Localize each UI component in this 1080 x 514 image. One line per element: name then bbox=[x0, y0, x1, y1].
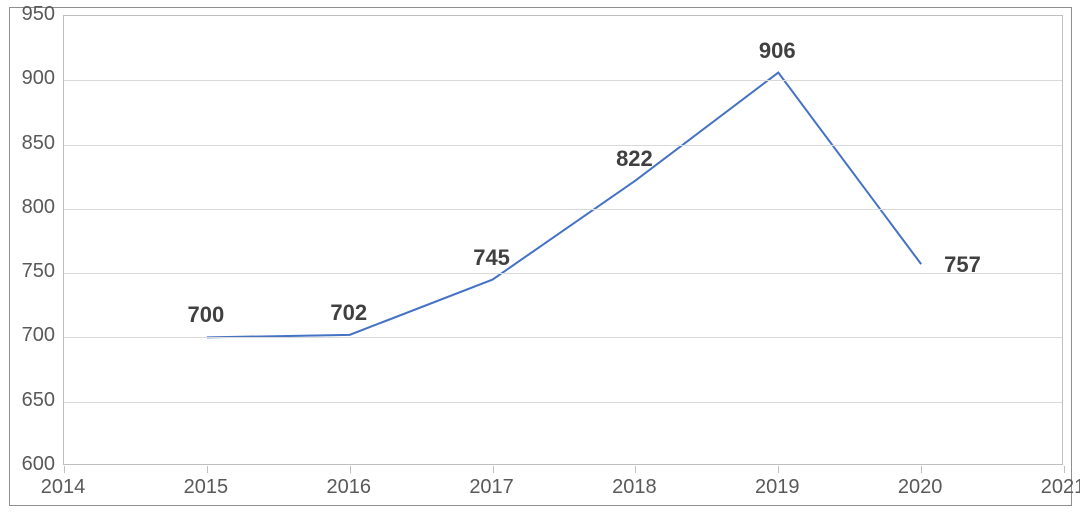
x-tick-label: 2016 bbox=[326, 476, 371, 499]
x-tick bbox=[493, 466, 494, 473]
gridline bbox=[64, 337, 1062, 338]
data-label: 745 bbox=[473, 245, 510, 271]
gridline bbox=[64, 402, 1062, 403]
y-tick-label: 750 bbox=[22, 260, 55, 283]
line-series bbox=[64, 16, 1064, 466]
x-tick-label: 2014 bbox=[41, 476, 86, 499]
plot-area bbox=[63, 15, 1063, 465]
x-tick bbox=[1064, 466, 1065, 473]
x-tick bbox=[635, 466, 636, 473]
data-label: 700 bbox=[187, 302, 224, 328]
gridline bbox=[64, 145, 1062, 146]
data-label: 906 bbox=[759, 38, 796, 64]
x-tick-label: 2017 bbox=[469, 476, 514, 499]
gridline bbox=[64, 273, 1062, 274]
x-tick-label: 2020 bbox=[898, 476, 943, 499]
gridline bbox=[64, 209, 1062, 210]
y-tick-label: 700 bbox=[22, 324, 55, 347]
y-tick-label: 950 bbox=[22, 3, 55, 26]
data-label: 757 bbox=[944, 252, 981, 278]
gridline bbox=[64, 80, 1062, 81]
y-tick-label: 850 bbox=[22, 132, 55, 155]
x-tick bbox=[778, 466, 779, 473]
series-line bbox=[207, 73, 921, 338]
x-tick-label: 2018 bbox=[612, 476, 657, 499]
x-tick bbox=[64, 466, 65, 473]
x-tick bbox=[207, 466, 208, 473]
x-tick-label: 2019 bbox=[755, 476, 800, 499]
data-label: 702 bbox=[330, 300, 367, 326]
y-tick-label: 650 bbox=[22, 389, 55, 412]
y-tick-label: 600 bbox=[22, 453, 55, 476]
x-tick-label: 2021 bbox=[1041, 476, 1080, 499]
y-tick-label: 800 bbox=[22, 196, 55, 219]
x-tick-label: 2015 bbox=[184, 476, 229, 499]
x-tick bbox=[350, 466, 351, 473]
y-tick-label: 900 bbox=[22, 67, 55, 90]
data-label: 822 bbox=[616, 146, 653, 172]
x-tick bbox=[921, 466, 922, 473]
